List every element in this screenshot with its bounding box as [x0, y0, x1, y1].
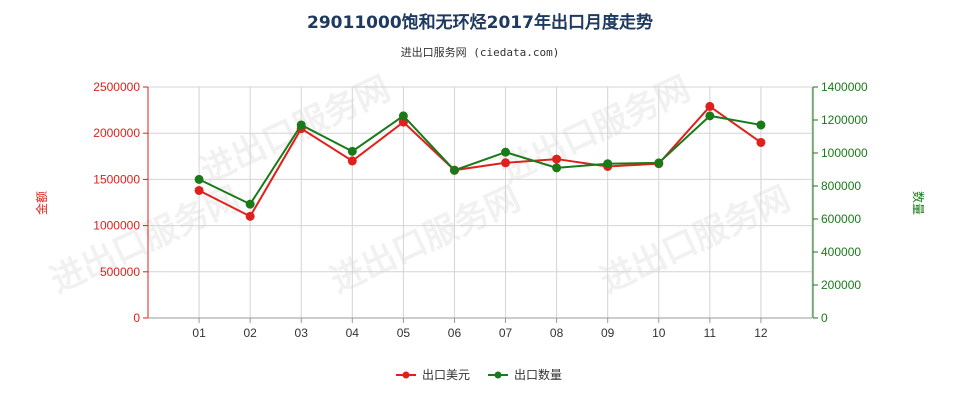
watermark-text: 进出口服务网: [324, 179, 526, 301]
x-tick-label: 10: [652, 326, 666, 340]
y-right-tick-label: 1400000: [821, 80, 868, 94]
y-left-tick-label: 1000000: [93, 219, 140, 233]
y-right-tick-label: 200000: [821, 278, 861, 292]
y-left-tick-label: 2000000: [93, 126, 140, 140]
series-point-1: [296, 120, 306, 130]
series-point-1: [501, 147, 511, 157]
y-right-tick-label: 800000: [821, 179, 861, 193]
y-right-tick-label: 400000: [821, 245, 861, 259]
legend: 出口美元 出口数量: [396, 367, 562, 382]
watermark-text: 进出口服务网: [44, 179, 246, 301]
x-tick-label: 03: [295, 326, 309, 340]
x-tick-label: 11: [704, 326, 717, 340]
series-point-0: [194, 185, 204, 195]
x-tick-label: 09: [601, 326, 615, 340]
x-tick-label: 08: [550, 326, 564, 340]
series-point-1: [756, 120, 766, 130]
series-point-0: [398, 117, 408, 127]
x-tick-label: 06: [448, 326, 462, 340]
chart-subtitle: 进出口服务网 (ciedata.com): [401, 45, 560, 59]
series-point-0: [501, 158, 511, 168]
watermark-text: 进出口服务网: [594, 179, 796, 301]
y-right-tick-label: 0: [821, 311, 828, 325]
x-tick-label: 07: [499, 326, 513, 340]
axes: 0 500000 1000000 1500000 2000000 2500000 0 2000…: [93, 80, 868, 340]
legend-marker-0: [402, 371, 410, 379]
series-point-1: [347, 146, 357, 156]
x-tick-label: 01: [192, 326, 206, 340]
series-point-1: [194, 174, 204, 184]
series-point-1: [654, 158, 664, 168]
y-left-axis-title: 金额: [34, 191, 49, 215]
series-point-0: [347, 156, 357, 166]
y-right-tick-label: 1200000: [821, 113, 868, 127]
series-point-1: [552, 163, 562, 173]
x-tick-label: 04: [346, 326, 360, 340]
x-tick-label: 12: [754, 326, 768, 340]
x-tick-label: 02: [243, 326, 257, 340]
legend-marker-1: [494, 371, 502, 379]
y-left-tick-label: 0: [133, 311, 140, 325]
y-right-tick-label: 1000000: [821, 146, 868, 160]
series-point-0: [552, 154, 562, 164]
series-point-0: [245, 211, 255, 221]
y-left-tick-label: 1500000: [93, 172, 140, 186]
y-left-tick-label: 2500000: [93, 80, 140, 94]
legend-label-1: 出口数量: [514, 367, 562, 382]
x-tick-label: 05: [397, 326, 411, 340]
legend-label-0: 出口美元: [422, 368, 470, 382]
chart-title: 29011000饱和无环烃2017年出口月度走势: [307, 12, 653, 33]
series-line-1: [198, 114, 762, 206]
y-right-tick-label: 600000: [821, 212, 861, 226]
series-point-1: [705, 111, 715, 121]
y-right-axis-title: 数量: [911, 191, 926, 215]
series-point-1: [449, 165, 459, 175]
series-point-0: [705, 101, 715, 111]
series-point-1: [398, 111, 408, 121]
series-point-1: [245, 199, 255, 209]
series-layer: [194, 101, 766, 221]
series-point-1: [603, 159, 613, 169]
y-left-tick-label: 500000: [100, 265, 140, 279]
series-point-0: [756, 137, 766, 147]
